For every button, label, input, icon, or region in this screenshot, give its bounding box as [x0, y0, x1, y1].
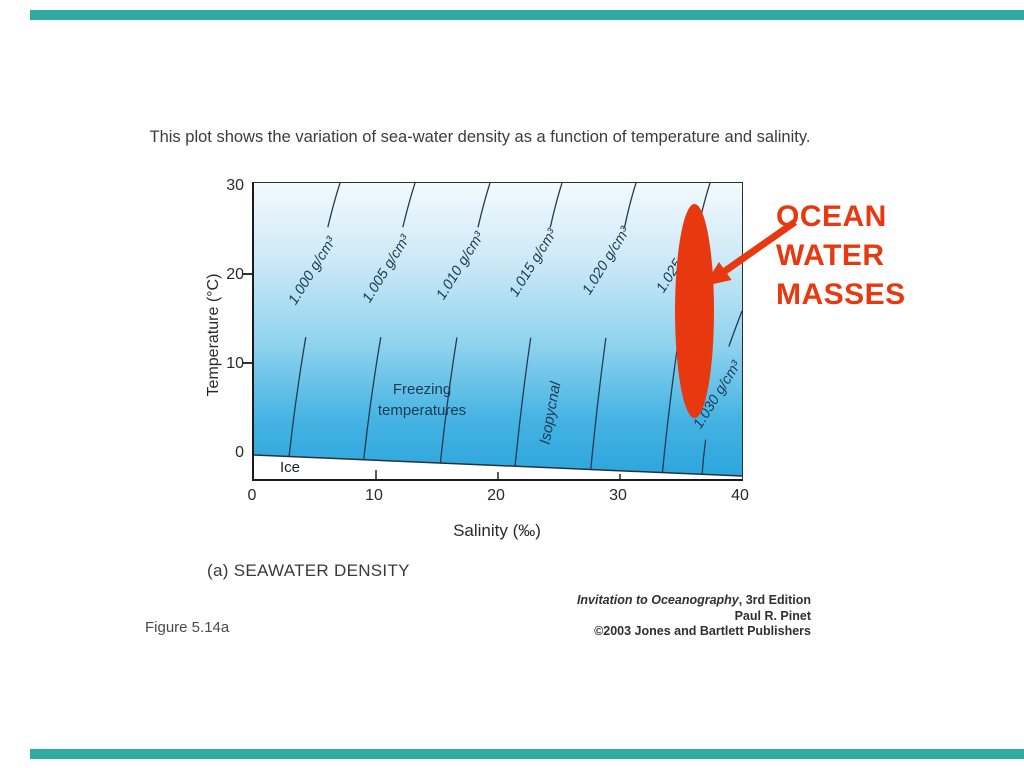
freezing-line: [254, 454, 742, 477]
x-tick-label: 10: [365, 487, 383, 504]
y-axis-title: Temperature (°C): [205, 273, 222, 397]
chart-caption: (a) SEAWATER DENSITY: [207, 561, 410, 580]
x-tick-marks: [375, 470, 621, 479]
ocean-water-masses-highlight-ellipse: [675, 204, 714, 418]
freezing-annotation-line2: temperatures: [377, 402, 467, 419]
slide-title: This plot shows the variation of sea-wat…: [149, 128, 811, 146]
attribution-copyright: ©2003 Jones and Bartlett Publishers: [594, 624, 811, 638]
contour-lines-layer: [254, 183, 742, 479]
attribution-book-title: Invitation to Oceanography: [576, 593, 739, 607]
isopycnal-line-1025: [661, 183, 711, 478]
density-plot-area: 1.000 g/cm³ 1.005 g/cm³ 1.010 g/cm³ 1.01…: [252, 182, 743, 481]
x-tick-label: 40: [731, 487, 749, 504]
isopycnal-line-1015: [513, 183, 563, 478]
attribution-book-line: Invitation to Oceanography, 3rd Edition: [511, 593, 811, 609]
x-tick-label: 0: [247, 487, 257, 504]
freezing-temperatures-annotation: Freezing temperatures: [362, 379, 482, 421]
y-tick-label: 0: [235, 444, 244, 461]
y-tick-label: 20: [226, 266, 244, 283]
x-tick-label: 20: [487, 487, 505, 504]
y-tick-mark: [243, 273, 252, 275]
ice-annotation: Ice: [280, 459, 301, 476]
y-tick-label: 10: [226, 355, 244, 372]
y-tick-mark: [243, 362, 252, 364]
attribution-book-edition: , 3rd Edition: [738, 593, 811, 607]
bottom-accent-bar: [30, 749, 1024, 759]
ocean-label-line1: OCEAN: [776, 200, 887, 233]
ocean-label-line2: WATER: [776, 239, 885, 272]
top-accent-bar: [30, 10, 1024, 20]
isopycnal-line-1005: [361, 183, 416, 478]
red-callout-arrow: [704, 219, 798, 286]
attribution-author: Paul R. Pinet: [734, 608, 811, 623]
isopycnal-line-1030: [701, 310, 742, 478]
x-axis-title: Salinity (‰): [453, 521, 541, 540]
ocean-label-line3: MASSES: [776, 278, 906, 311]
y-tick-label: 30: [226, 177, 244, 194]
figure-number-label: Figure 5.14a: [145, 619, 230, 636]
isopycnal-line-1000: [286, 183, 341, 478]
x-tick-label: 30: [609, 487, 627, 504]
freezing-annotation-line1: Freezing: [392, 381, 452, 398]
source-attribution: Invitation to Oceanography, 3rd Edition …: [511, 593, 811, 640]
isopycnal-line-1020: [589, 183, 637, 478]
isopycnal-line-1010: [438, 183, 491, 478]
ocean-water-masses-label: OCEAN WATER MASSES: [776, 197, 906, 314]
